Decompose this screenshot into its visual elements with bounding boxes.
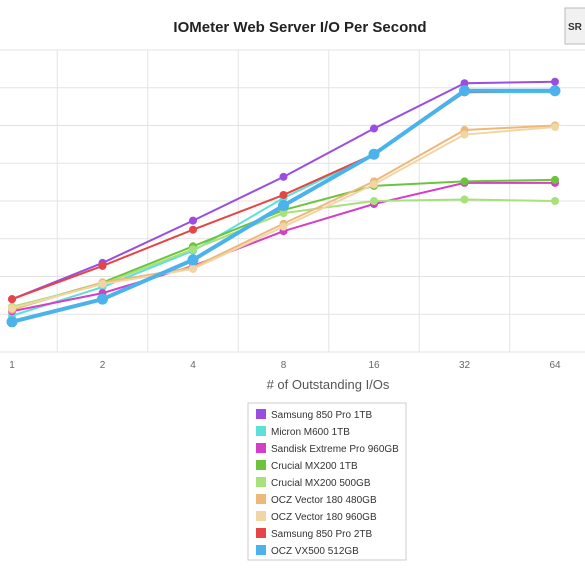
legend-swatch [256, 460, 266, 470]
data-point [460, 130, 469, 139]
data-point [6, 316, 18, 328]
logo: SR [564, 7, 585, 45]
data-point [278, 200, 289, 212]
data-point [98, 280, 107, 289]
legend: Samsung 850 Pro 1TB Micron M600 1TB Sandis… [247, 402, 407, 561]
x-tick-label: 64 [549, 360, 561, 371]
data-point [189, 264, 197, 273]
legend-swatch [256, 545, 266, 555]
data-point [98, 261, 107, 270]
data-point [279, 190, 288, 199]
data-point [460, 79, 469, 88]
data-point [279, 172, 288, 181]
data-point [368, 148, 380, 160]
series-ocz-vector-180-960gb [8, 123, 559, 313]
data-point [549, 85, 561, 97]
data-point [279, 209, 288, 218]
series-crucial-mx200-500gb [8, 195, 559, 311]
legend-label: Crucial MX200 1TB [271, 461, 358, 472]
legend-swatch [256, 409, 266, 419]
x-tick-label: 2 [100, 360, 106, 371]
legend-label: Sandisk Extreme Pro 960GB [271, 444, 399, 455]
legend-label: Samsung 850 Pro 2TB [271, 529, 372, 540]
legend-swatch [256, 528, 266, 538]
data-point [370, 124, 378, 133]
legend-label: OCZ VX500 512GB [271, 546, 359, 557]
data-point [97, 293, 108, 305]
series-samsung-850-pro-2tb [8, 86, 559, 304]
data-point [460, 195, 469, 204]
data-point [551, 175, 559, 184]
legend-box [247, 402, 407, 561]
legend-swatch [256, 477, 266, 487]
legend-label: Crucial MX200 500GB [271, 478, 371, 489]
data-point [279, 222, 288, 231]
data-point [551, 77, 559, 86]
legend-swatch [256, 494, 266, 504]
legend-swatch [256, 511, 266, 521]
x-tick-label: 4 [190, 360, 196, 371]
x-tick-label: 32 [459, 360, 471, 371]
legend-label: OCZ Vector 180 480GB [271, 495, 377, 506]
series-ocz-vx500-512gb [6, 85, 561, 328]
data-point [370, 180, 378, 189]
series-group [6, 77, 561, 328]
legend-swatch [256, 426, 266, 436]
legend-label: Micron M600 1TB [271, 427, 350, 438]
data-point [551, 123, 559, 132]
data-point [460, 177, 469, 186]
x-tick-label: 1 [9, 360, 15, 371]
data-point [551, 197, 559, 205]
data-point [189, 216, 197, 225]
data-point [459, 85, 470, 97]
series-line [11, 80, 556, 301]
legend-swatch [256, 443, 266, 453]
data-point [370, 197, 378, 205]
legend-label: Samsung 850 Pro 1TB [271, 410, 372, 421]
legend-label: OCZ Vector 180 960GB [271, 512, 377, 523]
x-axis-label: # of Outstanding I/Os [267, 377, 390, 392]
data-point [189, 245, 197, 254]
x-tick-label: 8 [281, 360, 287, 371]
data-point [187, 254, 199, 266]
series-line [11, 124, 556, 311]
logo-badge [564, 7, 585, 45]
series-line [11, 126, 556, 310]
chart-title: IOMeter Web Server I/O Per Second [173, 19, 426, 36]
x-tick-label: 16 [368, 360, 380, 371]
logo-text: SR [568, 22, 583, 33]
x-tick-labels: 1 2 4 8 16 32 64 [9, 360, 561, 371]
data-point [8, 304, 16, 313]
data-point [8, 295, 16, 304]
data-point [189, 225, 197, 234]
